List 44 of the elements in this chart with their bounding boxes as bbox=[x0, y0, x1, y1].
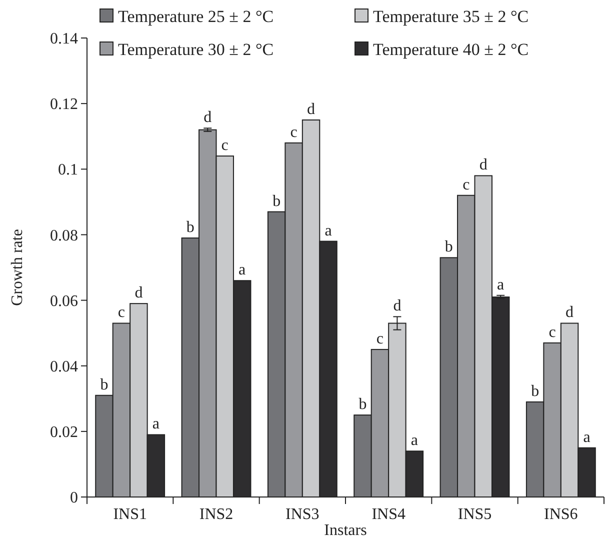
data-label: c bbox=[290, 124, 298, 141]
y-tick-label: 0.08 bbox=[50, 227, 78, 244]
y-tick-label: 0.06 bbox=[50, 292, 78, 310]
x-tick-label: INS1 bbox=[113, 506, 147, 523]
data-label: c bbox=[221, 137, 228, 154]
data-label: b bbox=[186, 218, 194, 236]
data-label: c bbox=[548, 324, 556, 341]
data-label: a bbox=[238, 262, 246, 279]
data-label: d bbox=[204, 109, 212, 126]
y-tick-label: 0.02 bbox=[50, 424, 78, 442]
data-label: d bbox=[393, 298, 402, 315]
data-label: b bbox=[358, 396, 367, 414]
data-label: a bbox=[324, 222, 332, 240]
y-tick-label: 0 bbox=[70, 490, 78, 507]
y-tick-label: 0.1 bbox=[58, 162, 78, 179]
data-label: b bbox=[100, 376, 108, 394]
legend-label: Temperature 30 ± 2 °C bbox=[118, 40, 274, 59]
data-label: a bbox=[583, 428, 590, 446]
y-tick-label: 0.04 bbox=[50, 358, 78, 376]
data-label: d bbox=[479, 156, 488, 174]
x-tick-label: INS2 bbox=[199, 506, 234, 523]
data-label: d bbox=[307, 100, 316, 118]
legend-label: Temperature 35 ± 2 °C bbox=[373, 6, 529, 26]
data-label: d bbox=[134, 284, 143, 302]
data-label: c bbox=[376, 330, 384, 348]
legend-label: Temperature 25 ± 2 °C bbox=[118, 6, 274, 26]
data-label: b bbox=[272, 192, 281, 210]
y-tick-label: 0.14 bbox=[50, 30, 78, 48]
data-label: b bbox=[531, 382, 540, 400]
x-axis-title: Instars bbox=[324, 522, 367, 538]
y-axis-title: Growth rate bbox=[9, 229, 26, 306]
data-label: c bbox=[462, 176, 470, 194]
x-tick-label: INS6 bbox=[544, 506, 578, 523]
x-tick-label: INS5 bbox=[458, 506, 492, 523]
legend-label: Temperature 40 ± 2 °C bbox=[373, 40, 529, 59]
x-tick-label: INS3 bbox=[286, 506, 320, 523]
y-tick-label: 0.12 bbox=[50, 96, 78, 114]
x-tick-label: INS4 bbox=[372, 506, 406, 523]
data-label: a bbox=[410, 432, 418, 450]
data-label: a bbox=[497, 276, 504, 294]
data-label: d bbox=[566, 304, 574, 322]
data-label: c bbox=[118, 304, 126, 322]
data-label: a bbox=[152, 416, 160, 433]
data-label: b bbox=[444, 238, 453, 256]
